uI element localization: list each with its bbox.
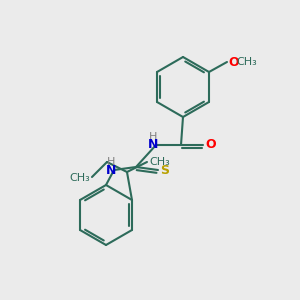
Text: O: O — [205, 139, 216, 152]
Text: CH₃: CH₃ — [236, 57, 257, 67]
Text: H: H — [149, 132, 157, 142]
Text: CH₃: CH₃ — [69, 173, 90, 183]
Text: N: N — [148, 139, 158, 152]
Text: O: O — [228, 56, 238, 68]
Text: H: H — [107, 157, 115, 167]
Text: N: N — [106, 164, 116, 176]
Text: S: S — [160, 164, 169, 176]
Text: CH₃: CH₃ — [149, 157, 170, 167]
